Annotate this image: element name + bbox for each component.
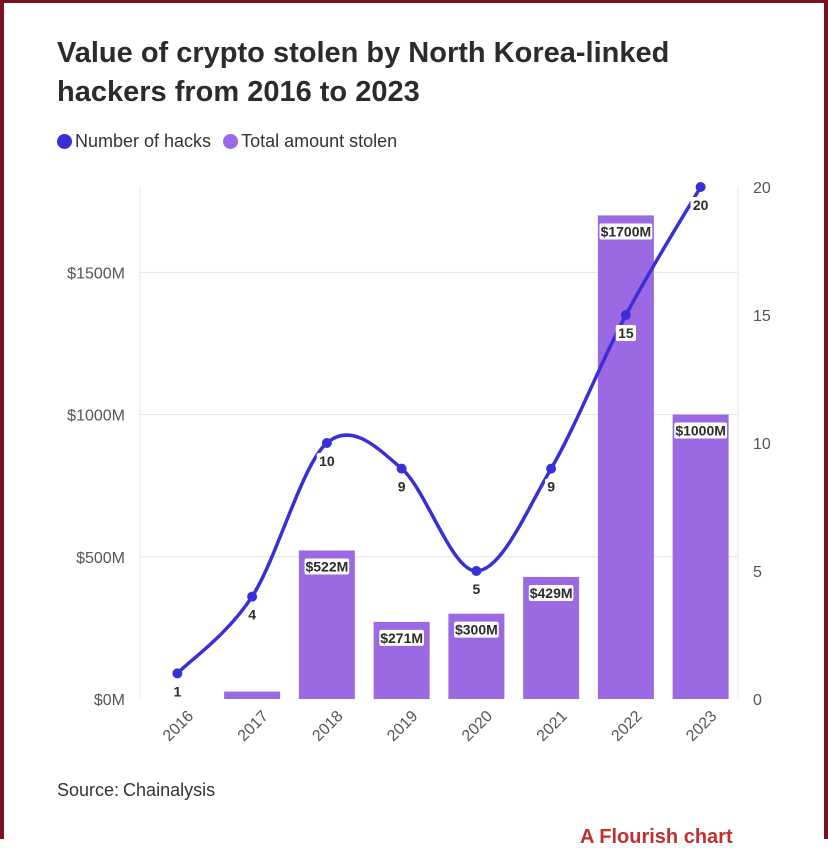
- bar-label-2023: $1000M: [675, 422, 726, 438]
- hacks-point-2023: [695, 182, 706, 192]
- hacks-label-2023-bg: [690, 197, 711, 213]
- x-tick-2021: 2021: [534, 708, 571, 745]
- bar-label-2018-bg: [304, 558, 350, 575]
- x-tick-2016: 2016: [160, 708, 197, 745]
- bar-2022: [597, 215, 654, 699]
- y-left-tick: $500M: [76, 550, 125, 567]
- hacks-label-2020: 5: [472, 581, 480, 597]
- hacks-label-2022: 15: [618, 325, 634, 341]
- hacks-label-2021: 9: [547, 479, 555, 495]
- legend-label-hacks: Number of hacks: [75, 131, 212, 151]
- bar-label-2020: $300M: [455, 622, 498, 638]
- legend: Number of hacks Total amount stolen: [57, 131, 397, 152]
- hacks-label-2017: 4: [248, 607, 256, 623]
- hacks-point-2022: [620, 310, 631, 320]
- x-tick-2022: 2022: [608, 708, 645, 745]
- bar-2023: [672, 414, 729, 699]
- x-tick-2019: 2019: [384, 708, 421, 745]
- bar-2018: [298, 550, 355, 699]
- bar-label-2021-bg: [528, 584, 574, 601]
- y-right-tick: 20: [753, 180, 771, 197]
- source-note: Source: Chainalysis: [57, 780, 215, 801]
- y-left-tick: $1000M: [67, 408, 125, 425]
- bar-label-2019: $271M: [380, 630, 423, 646]
- hacks-label-2023: 20: [693, 197, 709, 213]
- legend-item-stolen[interactable]: Total amount stolen: [223, 131, 397, 152]
- x-tick-2017: 2017: [235, 708, 272, 745]
- bar-label-2022: $1700M: [601, 223, 652, 239]
- hacks-label-2018: 10: [319, 453, 335, 469]
- legend-swatch-stolen: [223, 134, 239, 149]
- y-right-tick: 15: [753, 308, 771, 325]
- hacks-point-2018: [321, 438, 332, 448]
- legend-item-hacks[interactable]: Number of hacks: [57, 131, 211, 152]
- bar-2017: [224, 691, 281, 699]
- hacks-label-2021-bg: [545, 478, 558, 495]
- source-text: Chainalysis: [123, 780, 216, 800]
- hacks-point-2021: [546, 463, 557, 474]
- y-right-tick: 0: [753, 692, 762, 709]
- hacks-point-2016: [172, 668, 183, 679]
- hacks-label-2019-bg: [395, 478, 408, 495]
- hacks-label-2016: 1: [173, 683, 181, 699]
- bar-label-2020-bg: [454, 621, 499, 638]
- hacks-label-2016-bg: [171, 683, 184, 700]
- x-tick-2023: 2023: [683, 708, 720, 745]
- hacks-label-2017-bg: [246, 606, 259, 623]
- y-right-tick: 10: [753, 436, 771, 453]
- hacks-point-2019: [396, 463, 407, 474]
- hacks-point-2020: [471, 566, 482, 576]
- x-tick-2018: 2018: [309, 708, 346, 745]
- y-left-tick: $0M: [94, 692, 125, 709]
- hacks-point-2017: [247, 591, 258, 602]
- flourish-logo[interactable]: A Flourish chart: [580, 826, 733, 848]
- source-label: Source:: [57, 780, 120, 800]
- chart-title: Value of crypto stolen by North Korea-li…: [57, 37, 670, 108]
- hacks-label-2019: 9: [398, 479, 406, 495]
- hacks-label-2018-bg: [316, 453, 337, 469]
- y-left-tick: $1500M: [67, 265, 125, 282]
- hacks-label-2020-bg: [470, 581, 483, 597]
- x-tick-2020: 2020: [459, 708, 496, 745]
- bar-label-2023-bg: [674, 422, 727, 439]
- bar-label-2022-bg: [599, 223, 653, 240]
- bar-label-2021: $429M: [530, 585, 573, 601]
- y-right-tick: 5: [753, 564, 762, 581]
- bar-label-2019-bg: [379, 629, 424, 646]
- legend-label-stolen: Total amount stolen: [241, 131, 398, 151]
- legend-swatch-hacks: [57, 134, 72, 149]
- hacks-label-2022-bg: [615, 325, 636, 341]
- hacks-line: [176, 186, 703, 675]
- bar-label-2018: $522M: [305, 558, 348, 574]
